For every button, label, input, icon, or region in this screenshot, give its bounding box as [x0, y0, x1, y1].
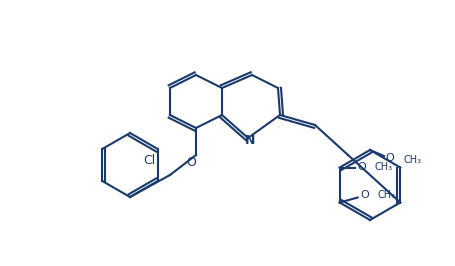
- Text: CH₃: CH₃: [378, 189, 396, 200]
- Text: O: O: [386, 153, 394, 163]
- Text: Cl: Cl: [144, 155, 156, 168]
- Text: O: O: [360, 189, 369, 200]
- Text: N: N: [245, 134, 255, 147]
- Text: O: O: [186, 156, 196, 169]
- Text: CH₃: CH₃: [374, 163, 393, 172]
- Text: CH₃: CH₃: [404, 155, 422, 165]
- Text: O: O: [357, 163, 366, 172]
